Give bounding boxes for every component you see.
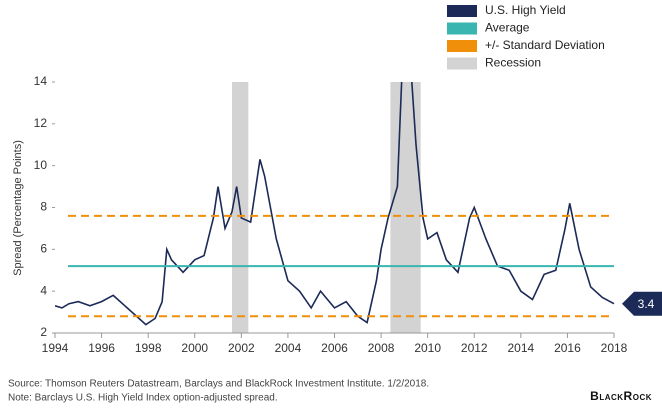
x-tick-label: 2012 bbox=[461, 341, 488, 355]
legend-swatch bbox=[447, 40, 477, 52]
legend-label: U.S. High Yield bbox=[485, 3, 566, 17]
x-tick-label: 2016 bbox=[554, 341, 581, 355]
last-value-label: 3.4 bbox=[638, 297, 655, 311]
note: Note: Barclays U.S. High Yield Index opt… bbox=[8, 393, 278, 404]
y-tick-label: 8 bbox=[40, 200, 47, 214]
x-tick-label: 2010 bbox=[414, 341, 441, 355]
x-tick-label: 1998 bbox=[135, 341, 162, 355]
x-tick-label: 2014 bbox=[507, 341, 534, 355]
legend-swatch bbox=[447, 22, 477, 35]
y-tick-label: 4 bbox=[40, 283, 47, 297]
last-value-callout bbox=[622, 291, 662, 316]
legend-label: Average bbox=[485, 21, 530, 35]
legend-swatch bbox=[447, 57, 477, 70]
x-tick-label: 2008 bbox=[368, 341, 395, 355]
logo: BlackRock bbox=[590, 389, 652, 403]
source: Source: Thomson Reuters Datastream, Barc… bbox=[8, 379, 429, 390]
x-tick-label: 2002 bbox=[228, 341, 255, 355]
y-tick-label: 6 bbox=[40, 242, 47, 256]
x-tick-label: 2004 bbox=[275, 341, 302, 355]
y-axis-label: Spread (Percentage Points) bbox=[12, 140, 24, 276]
y-tick-label: 12 bbox=[34, 116, 48, 130]
plot-area bbox=[55, 82, 615, 333]
series-line bbox=[55, 82, 615, 326]
x-tick-label: 2006 bbox=[321, 341, 348, 355]
y-tick-label: 14 bbox=[34, 74, 48, 88]
x-tick-label: 1994 bbox=[42, 341, 69, 355]
legend-label: Recession bbox=[485, 56, 541, 70]
recession-band bbox=[390, 82, 421, 333]
legend-label: +/- Standard Deviation bbox=[485, 38, 605, 52]
x-tick-label: 2018 bbox=[601, 341, 628, 355]
legend-swatch bbox=[447, 5, 477, 17]
y-tick-label: 2 bbox=[40, 325, 47, 339]
y-tick-label: 10 bbox=[34, 158, 48, 172]
x-tick-label: 1996 bbox=[88, 341, 115, 355]
x-tick-label: 2000 bbox=[181, 341, 208, 355]
